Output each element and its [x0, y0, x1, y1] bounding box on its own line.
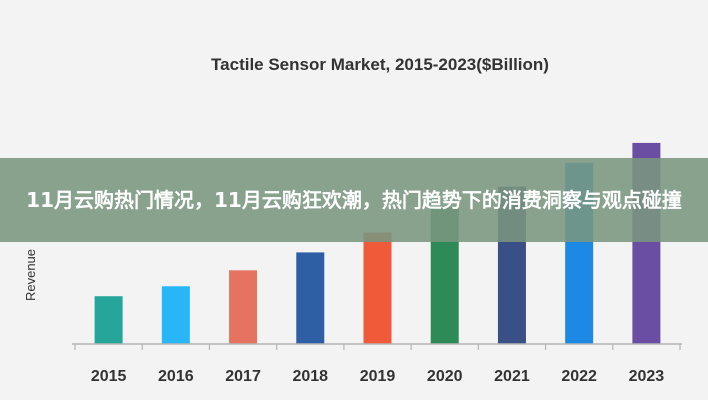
- x-tick-labels-layer: 2015 2016 2017 2018 2019 2020 2021 2022 2023: [91, 368, 664, 385]
- x-tick-label-2021: 2021: [494, 368, 530, 385]
- overlay-banner: 11月云购热门情况，11月云购狂欢潮，热门趋势下的消费洞察与观点碰撞: [0, 158, 708, 242]
- x-tick-label-2023: 2023: [629, 368, 665, 385]
- bar-2017: [229, 270, 258, 344]
- chart-title: Tactile Sensor Market, 2015-2023($Billio…: [211, 55, 549, 74]
- bar-2019: [363, 232, 392, 344]
- x-tick-label-2017: 2017: [225, 368, 261, 385]
- x-tick-label-2018: 2018: [292, 368, 328, 385]
- x-tick-label-2015: 2015: [91, 368, 127, 385]
- x-tick-label-2020: 2020: [427, 368, 463, 385]
- y-axis-label: Revenue: [23, 249, 38, 301]
- x-tick-label-2022: 2022: [561, 368, 597, 385]
- x-tick-label-2019: 2019: [360, 368, 396, 385]
- x-ticks-layer: [74, 344, 681, 350]
- bar-2015: [94, 296, 123, 344]
- bar-2018: [296, 252, 325, 344]
- banner-headline: 11月云购热门情况，11月云购狂欢潮，热门趋势下的消费洞察与观点碰撞: [26, 188, 682, 212]
- x-tick-label-2016: 2016: [158, 368, 194, 385]
- bar-2016: [161, 286, 190, 344]
